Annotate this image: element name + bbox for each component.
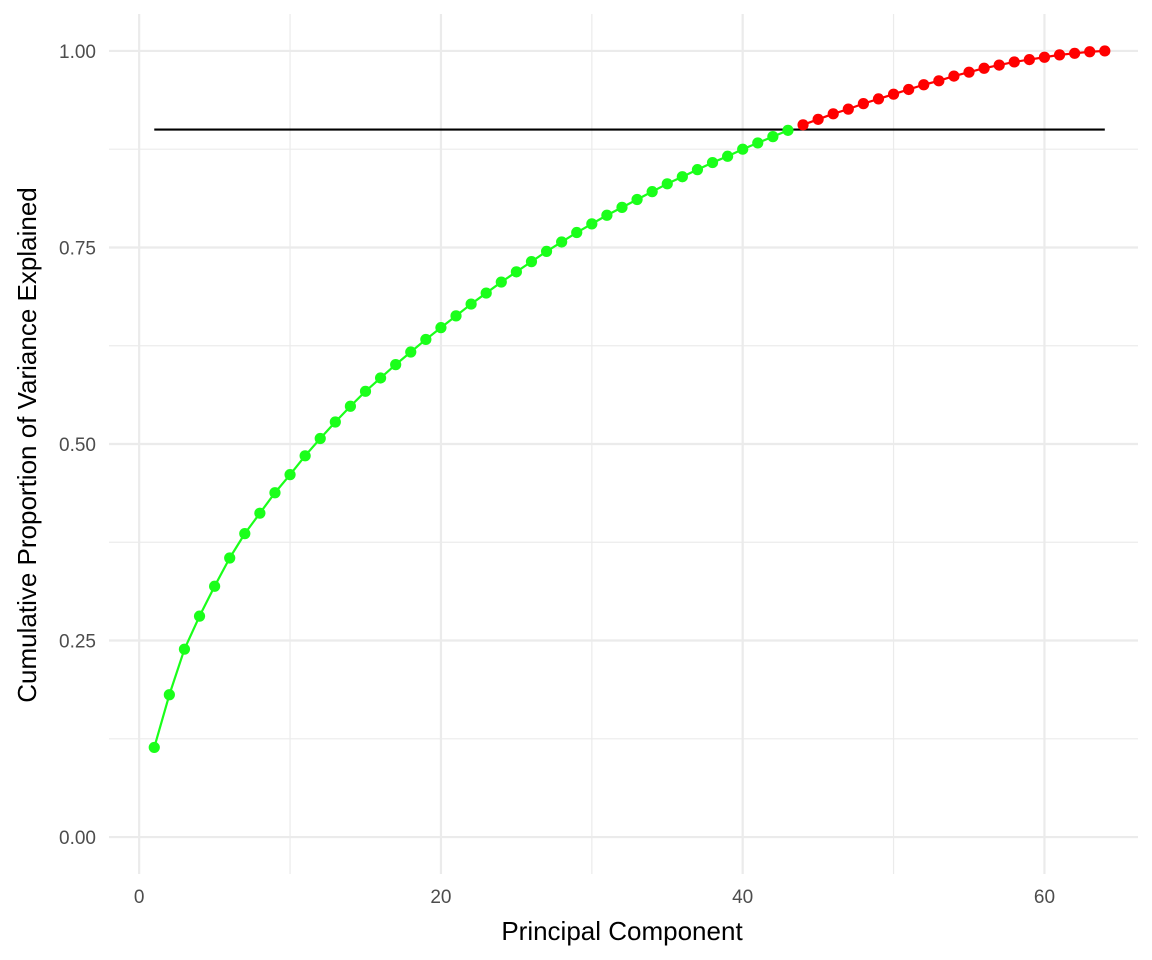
x-tick-label: 0: [134, 887, 145, 908]
data-point-above-threshold: [1084, 46, 1096, 58]
data-point-below-threshold: [571, 226, 583, 239]
y-tick-label: 0.75: [59, 238, 96, 259]
data-point-above-threshold: [1069, 47, 1081, 59]
data-point-below-threshold: [299, 450, 311, 462]
data-point-above-threshold: [963, 66, 975, 78]
minor-gridlines: [109, 14, 1138, 874]
data-point-below-threshold: [405, 346, 417, 358]
data-point-below-threshold: [450, 310, 462, 322]
x-tick-label: 40: [732, 887, 753, 908]
data-point-below-threshold: [767, 131, 779, 143]
data-point-below-threshold: [722, 150, 734, 162]
data-point-below-threshold: [435, 322, 447, 334]
y-tick-label: 0.25: [59, 632, 96, 653]
y-tick-label: 0.00: [59, 828, 96, 849]
data-point-below-threshold: [163, 689, 175, 701]
major-gridlines: [109, 14, 1138, 874]
data-point-above-threshold: [978, 62, 990, 74]
data-point-above-threshold: [1099, 45, 1111, 57]
data-point-below-threshold: [148, 741, 160, 754]
data-point-below-threshold: [390, 359, 402, 371]
data-point-below-threshold: [480, 287, 492, 299]
data-point-above-threshold: [797, 119, 809, 131]
data-point-below-threshold: [284, 469, 296, 481]
data-point-below-threshold: [510, 266, 522, 278]
data-point-above-threshold: [993, 59, 1005, 71]
data-point-below-threshold: [782, 124, 794, 136]
data-point-below-threshold: [540, 245, 553, 258]
y-axis-tick-labels: 0.00 0.25 0.50 0.75 1.00: [59, 42, 96, 849]
data-point-below-threshold: [631, 193, 643, 206]
data-point-below-threshold: [586, 218, 598, 230]
data-point-above-threshold: [1023, 53, 1035, 66]
series-lines: [153, 49, 1105, 748]
data-point-below-threshold: [691, 164, 704, 176]
data-point-above-threshold: [827, 108, 839, 120]
y-axis-title: Cumulative Proportion of Variance Explai…: [12, 187, 42, 702]
y-tick-label: 0.50: [59, 435, 96, 456]
data-point-above-threshold: [1053, 49, 1066, 61]
data-point-below-threshold: [314, 432, 326, 445]
data-point-below-threshold: [525, 256, 538, 268]
data-point-below-threshold: [374, 372, 387, 384]
data-point-below-threshold: [752, 137, 764, 149]
data-point-above-threshold: [872, 93, 885, 105]
x-axis-title: Principal Component: [501, 916, 743, 946]
data-point-above-threshold: [842, 103, 854, 115]
data-point-below-threshold: [209, 580, 221, 592]
data-point-below-threshold: [269, 487, 281, 499]
data-point-below-threshold: [661, 178, 673, 190]
y-tick-label: 1.00: [59, 42, 96, 63]
data-point-below-threshold: [646, 186, 658, 198]
data-point-below-threshold: [329, 416, 341, 428]
data-point-above-threshold: [857, 98, 869, 110]
data-point-above-threshold: [1038, 51, 1051, 63]
data-point-below-threshold: [706, 156, 719, 169]
data-point-above-threshold: [903, 83, 915, 96]
data-point-below-threshold: [359, 385, 372, 397]
data-point-below-threshold: [224, 552, 236, 564]
data-point-below-threshold: [344, 400, 357, 412]
data-point-below-threshold: [616, 201, 628, 213]
data-point-below-threshold: [465, 298, 477, 310]
series-line-below-threshold: [153, 129, 789, 748]
data-point-below-threshold: [601, 209, 613, 221]
data-point-above-threshold: [887, 88, 900, 100]
data-point-below-threshold: [178, 643, 191, 655]
series-points: [148, 45, 1111, 754]
data-point-below-threshold: [676, 171, 688, 183]
data-point-above-threshold: [948, 70, 960, 82]
data-point-below-threshold: [420, 333, 432, 346]
data-point-above-threshold: [1008, 56, 1020, 68]
data-point-above-threshold: [812, 113, 824, 125]
data-point-above-threshold: [933, 75, 945, 87]
data-point-below-threshold: [239, 528, 251, 540]
data-point-below-threshold: [495, 276, 507, 288]
data-point-below-threshold: [737, 143, 749, 155]
data-point-above-threshold: [918, 79, 930, 91]
data-point-below-threshold: [254, 507, 266, 519]
x-axis-tick-labels: 0 20 40 60: [134, 887, 1055, 908]
data-point-below-threshold: [556, 236, 568, 248]
data-point-below-threshold: [193, 610, 206, 622]
x-tick-label: 60: [1034, 887, 1055, 908]
x-tick-label: 20: [430, 887, 451, 908]
